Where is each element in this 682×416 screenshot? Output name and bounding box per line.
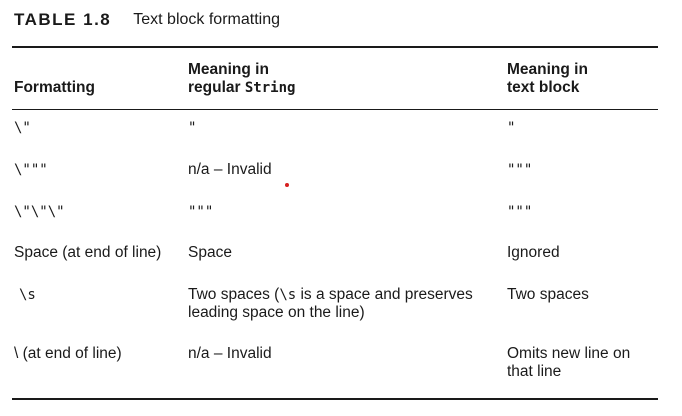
row1-formatting: \" [14,120,31,136]
row5-regular: Two spaces (\s is a space and preserves … [188,286,473,322]
header-meaning-regular: Meaning in regular String [188,61,295,97]
row6-text-block: Omits new line on that line [507,345,630,381]
row5-regular-code: \s [279,287,297,303]
row6-text-block-line1: Omits new line on [507,345,631,362]
row6-regular: n/a – Invalid [188,345,272,362]
header-string-code: String [244,80,296,96]
row4-formatting: Space (at end of line) [14,244,162,261]
row3-regular: """ [188,204,214,220]
row5-formatting: \s [19,287,36,303]
row5-regular-suffix: is a space and preserves [296,286,473,303]
table-label: TABLE 1.8 [14,10,112,29]
header-meaning-text-block: Meaning in text block [507,61,588,97]
table-title: Text block formatting [133,11,280,28]
header-meaning-text-block-line2: text block [507,79,580,96]
row5-regular-line1: Two spaces (\s is a space and preserves [188,286,473,304]
row3-formatting: \"\"\" [14,204,65,220]
header-meaning-regular-line2: regular String [188,79,295,97]
table-top-rule [12,46,658,48]
row5-regular-prefix: Two spaces ( [188,286,280,303]
table-bottom-rule [12,398,658,400]
row1-regular: " [188,120,197,136]
header-formatting: Formatting [14,79,95,96]
row2-formatting: \""" [14,162,48,178]
row6-text-block-line2: that line [507,363,562,380]
header-meaning-regular-line1: Meaning in [188,61,269,78]
header-regular-prefix: regular [188,79,245,96]
table-caption: TABLE 1.8 Text block formatting [14,8,280,32]
annotation-dot [285,183,289,187]
row5-regular-line2: leading space on the line) [188,304,365,321]
table-header-rule [12,109,658,110]
row2-text-block: """ [507,162,533,178]
row3-text-block: """ [507,204,533,220]
row4-regular: Space [188,244,232,261]
row6-formatting: \ (at end of line) [14,345,122,362]
row5-text-block: Two spaces [507,286,589,303]
header-meaning-text-block-line1: Meaning in [507,61,588,78]
row1-text-block: " [507,120,516,136]
row4-text-block: Ignored [507,244,560,261]
row2-regular: n/a – Invalid [188,161,272,178]
